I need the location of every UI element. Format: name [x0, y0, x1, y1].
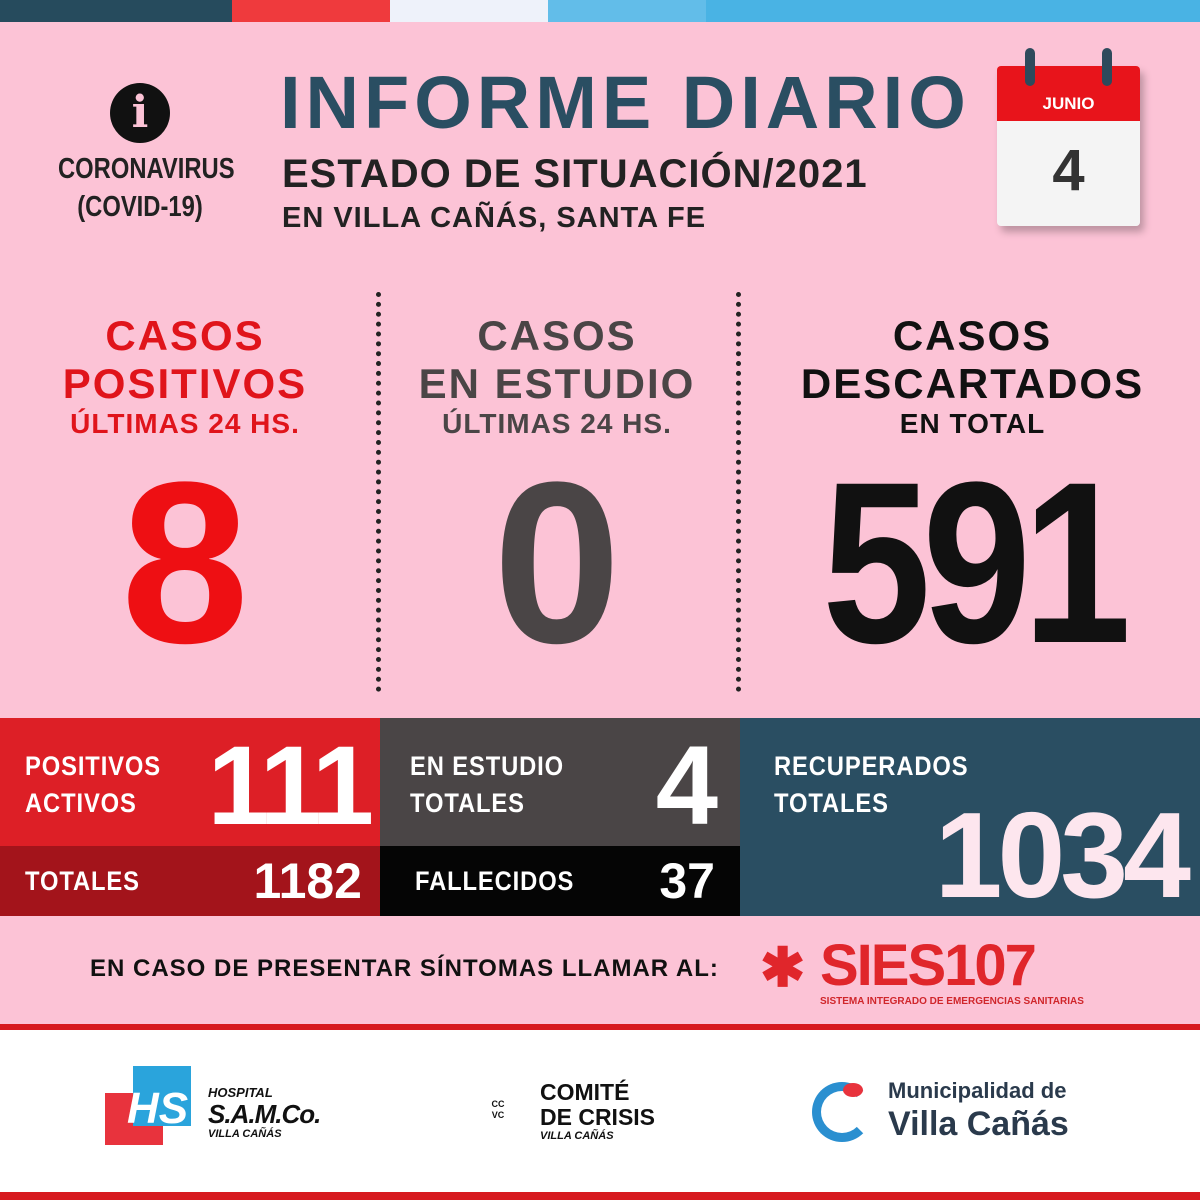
badge-line1: CORONAVIRUS: [58, 153, 235, 185]
totales-panel: TOTALES 1182: [0, 846, 380, 916]
municipalidad-text: Municipalidad de Villa Cañás: [888, 1078, 1069, 1144]
label: S.A.M.Co.: [208, 1099, 321, 1129]
calendar-ring-icon: [1102, 48, 1112, 86]
badge-line2: (COVID-19): [77, 191, 203, 223]
label: EN ESTUDIO: [418, 360, 696, 407]
color-bar: [0, 0, 1200, 22]
asterisk-icon: ✱: [760, 938, 806, 998]
label: VILLA CAÑÁS: [540, 1130, 614, 1142]
hospital-text: HOSPITAL S.A.M.Co. VILLA CAÑÁS: [208, 1085, 321, 1140]
calendar-month: JUNIO: [997, 66, 1140, 121]
label: CC: [491, 1099, 505, 1109]
daily-positivos: CASOS POSITIVOS ÚLTIMAS 24 HS. 8: [0, 312, 370, 678]
logo-subtitle: SISTEMA INTEGRADO DE EMERGENCIAS SANITAR…: [820, 996, 1084, 1007]
value: 591: [822, 434, 1131, 691]
label: FALLECIDOS: [415, 866, 575, 896]
label: TOTALES: [25, 866, 140, 896]
fallecidos-panel: FALLECIDOS 37: [380, 846, 740, 916]
label: ACTIVOS: [25, 788, 137, 818]
hospital-mark: HS: [127, 1084, 189, 1133]
label: Municipalidad de: [888, 1078, 1067, 1103]
divider: [376, 292, 381, 692]
label: ÚLTIMAS 24 HS.: [442, 408, 672, 439]
subtitle: ESTADO DE SITUACIÓN/2021: [282, 152, 868, 196]
red-line: [0, 1192, 1200, 1200]
recuperados-panel: RECUPERADOS TOTALES 1034: [740, 718, 1200, 916]
red-line: [0, 1024, 1200, 1030]
value: 0: [493, 434, 621, 691]
label: TOTALES: [410, 788, 525, 818]
value: 111: [207, 723, 374, 848]
daily-estudio: CASOS EN ESTUDIO ÚLTIMAS 24 HS. 0: [382, 312, 732, 678]
label: RECUPERADOS: [774, 751, 969, 781]
label: POSITIVOS: [62, 360, 308, 407]
label: DESCARTADOS: [800, 360, 1145, 407]
positivos-activos-panel: POSITIVOS ACTIVOS 111: [0, 718, 380, 846]
label: Villa Cañás: [888, 1105, 1069, 1143]
label: DE CRISIS: [540, 1104, 656, 1130]
value: 1182: [253, 853, 362, 909]
label: ÚLTIMAS 24 HS.: [70, 408, 300, 439]
calendar-day: 4: [997, 121, 1140, 226]
sies107-logo: ✱ SIES107 SISTEMA INTEGRADO DE EMERGENCI…: [760, 933, 1120, 1013]
logo-text: SIES107: [820, 933, 1037, 998]
divider: [736, 292, 741, 692]
info-icon: i: [110, 83, 170, 143]
label: EN TOTAL: [899, 408, 1046, 439]
label: HOSPITAL: [208, 1085, 273, 1100]
value: 8: [121, 434, 249, 691]
label: VC: [491, 1110, 505, 1120]
location: EN VILLA CAÑÁS, SANTA FE: [282, 202, 707, 234]
label: TOTALES: [774, 788, 889, 818]
label: CASOS: [477, 312, 637, 359]
calendar-ring-icon: [1025, 48, 1035, 86]
label: EN ESTUDIO: [410, 751, 565, 781]
label: POSITIVOS: [25, 751, 162, 781]
label: VILLA CAÑÁS: [208, 1128, 282, 1140]
hospital-logo: HS: [105, 1066, 191, 1154]
label: COMITÉ: [540, 1079, 630, 1105]
en-estudio-panel: EN ESTUDIO TOTALES 4: [380, 718, 740, 846]
value: 1034: [934, 787, 1191, 923]
comite-text: COMITÉ DE CRISIS VILLA CAÑÁS: [540, 1079, 656, 1143]
value: 37: [659, 853, 715, 909]
label: CASOS: [892, 312, 1053, 359]
value: 4: [655, 723, 718, 848]
footer: [0, 1030, 1200, 1192]
label: CASOS: [105, 312, 265, 359]
emergency-text: EN CASO DE PRESENTAR SÍNTOMAS LLAMAR AL:: [90, 955, 719, 982]
covid-badge: CORONAVIRUS (COVID-19): [58, 150, 235, 226]
page-title: INFORME DIARIO: [280, 61, 971, 144]
calendar: JUNIO 4: [997, 66, 1140, 226]
daily-descartados: CASOS DESCARTADOS EN TOTAL 591: [745, 312, 1200, 678]
municipalidad-logo-icon: [812, 1082, 872, 1142]
comite-mark-icon: CC VC: [476, 1090, 520, 1130]
